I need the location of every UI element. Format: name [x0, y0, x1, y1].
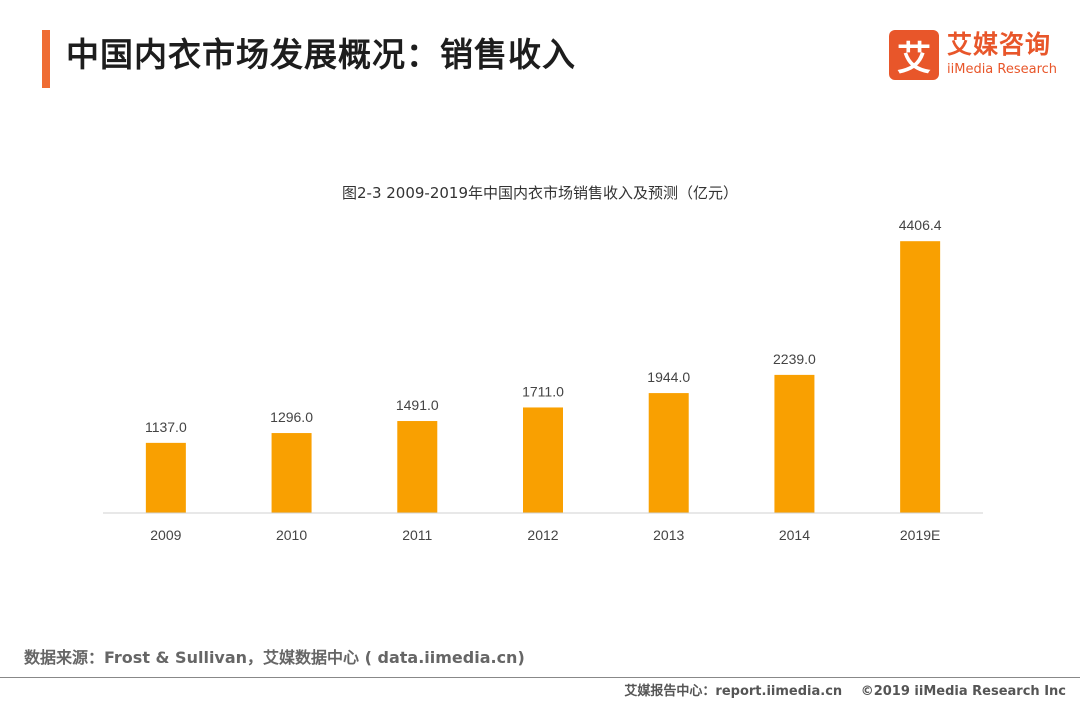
iimedia-logo: 艾 艾媒咨询 iiMedia Research — [889, 30, 1064, 82]
footer: 艾媒报告中心：report.iimedia.cn ©2019 iiMedia R… — [610, 680, 1066, 699]
bar-2013 — [648, 393, 689, 513]
footer-divider — [0, 677, 1080, 678]
x-tick-label-2019E: 2019E — [900, 527, 940, 543]
x-tick-label-2012: 2012 — [527, 527, 558, 543]
data-label-2010: 1296.0 — [270, 409, 313, 425]
x-tick-label-2014: 2014 — [779, 527, 810, 543]
bar-2010 — [271, 433, 312, 513]
footer-report-link[interactable]: 艾媒报告中心：report.iimedia.cn — [624, 684, 843, 699]
logo-chinese-name: 艾媒咨询 — [947, 30, 1052, 59]
data-label-2011: 1491.0 — [396, 397, 439, 413]
x-tick-label-2011: 2011 — [402, 527, 432, 543]
bar-2014 — [774, 374, 815, 513]
x-tick-label-2009: 2009 — [150, 527, 181, 543]
footer-copyright: ©2019 iiMedia Research Inc — [860, 684, 1066, 699]
data-label-2012: 1711.0 — [522, 383, 564, 399]
bar-2009 — [145, 442, 186, 513]
chart-title: 图2-3 2009-2019年中国内衣市场销售收入及预测（亿元） — [341, 184, 739, 202]
data-label-2014: 2239.0 — [773, 351, 816, 367]
data-label-2013: 1944.0 — [647, 369, 690, 385]
bar-2019E — [900, 241, 941, 513]
page-title: 中国内衣市场发展概况：销售收入 — [66, 35, 576, 74]
data-source: 数据来源：Frost & Sullivan，艾媒数据中心 ( data.iime… — [24, 648, 525, 667]
logo-english-name: iiMedia Research — [947, 62, 1058, 77]
title-accent-bar — [42, 30, 50, 88]
data-label-2009: 1137.0 — [145, 419, 187, 435]
logo-mark-icon: 艾 — [889, 30, 939, 80]
bar-2011 — [397, 421, 438, 513]
x-tick-label-2010: 2010 — [276, 527, 307, 543]
data-label-2019E: 4406.4 — [899, 217, 942, 233]
x-tick-label-2013: 2013 — [653, 527, 684, 543]
bar-2012 — [523, 407, 563, 513]
